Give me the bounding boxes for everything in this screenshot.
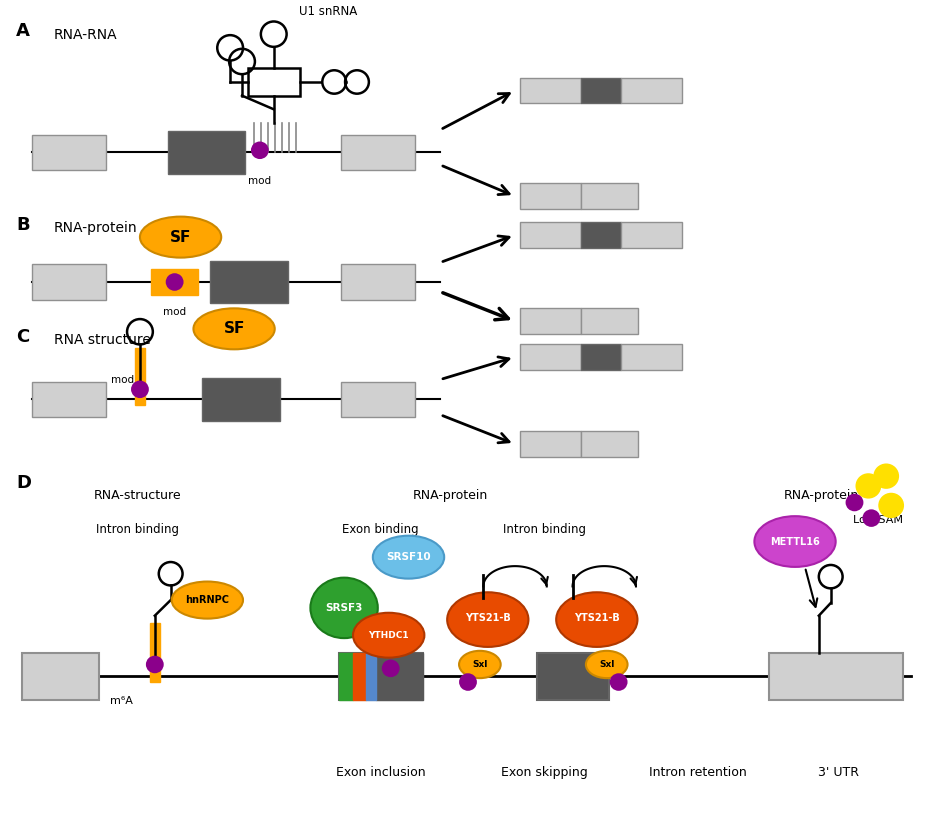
- Bar: [519, 222, 581, 248]
- Ellipse shape: [586, 651, 627, 678]
- Bar: [519, 183, 581, 209]
- Bar: [581, 183, 638, 209]
- Text: Exon skipping: Exon skipping: [500, 766, 588, 779]
- Text: SRSF3: SRSF3: [325, 603, 363, 613]
- Text: Exon binding: Exon binding: [342, 523, 419, 536]
- Text: YTS21-B: YTS21-B: [574, 613, 620, 623]
- Bar: [248, 68, 299, 95]
- Bar: [341, 134, 416, 170]
- Bar: [211, 261, 288, 303]
- Bar: [150, 623, 159, 682]
- Circle shape: [873, 464, 899, 489]
- Circle shape: [251, 142, 268, 159]
- Bar: [341, 381, 416, 416]
- Text: Intron binding: Intron binding: [502, 523, 586, 536]
- Text: SF: SF: [224, 321, 245, 337]
- Text: YTS21-B: YTS21-B: [465, 613, 511, 623]
- Text: Intron retention: Intron retention: [649, 766, 747, 779]
- Bar: [22, 653, 100, 699]
- Text: mod: mod: [111, 376, 133, 385]
- Bar: [519, 345, 581, 370]
- Bar: [581, 222, 621, 248]
- Bar: [519, 308, 581, 333]
- Ellipse shape: [194, 308, 275, 350]
- Text: SF: SF: [170, 230, 191, 244]
- Text: Low SAM: Low SAM: [854, 515, 903, 525]
- Text: 3' UTR: 3' UTR: [818, 766, 859, 779]
- Bar: [519, 431, 581, 456]
- Text: RNA structure: RNA structure: [54, 333, 151, 346]
- Circle shape: [131, 381, 149, 398]
- Text: RNA-protein: RNA-protein: [54, 221, 137, 235]
- Bar: [366, 653, 376, 699]
- Ellipse shape: [373, 535, 445, 579]
- Ellipse shape: [447, 593, 528, 647]
- Bar: [339, 653, 423, 699]
- Circle shape: [146, 656, 164, 673]
- Circle shape: [382, 659, 400, 677]
- Bar: [202, 377, 280, 421]
- Text: hnRNPC: hnRNPC: [185, 595, 229, 605]
- Text: B: B: [16, 216, 30, 234]
- Bar: [581, 78, 621, 104]
- Bar: [353, 653, 366, 699]
- Circle shape: [856, 474, 882, 499]
- Bar: [581, 345, 621, 370]
- Bar: [519, 78, 581, 104]
- Text: RNA-RNA: RNA-RNA: [54, 29, 117, 42]
- Text: A: A: [16, 23, 30, 41]
- Bar: [339, 653, 353, 699]
- Bar: [135, 348, 144, 405]
- Circle shape: [878, 493, 904, 518]
- Text: Intron binding: Intron binding: [96, 523, 180, 536]
- Circle shape: [845, 494, 863, 511]
- Bar: [168, 130, 245, 174]
- Bar: [32, 134, 106, 170]
- Circle shape: [459, 673, 477, 691]
- Text: RNA-structure: RNA-structure: [94, 489, 182, 502]
- Bar: [376, 653, 423, 699]
- Ellipse shape: [171, 582, 243, 619]
- Text: Sxl: Sxl: [599, 660, 614, 669]
- Circle shape: [862, 509, 880, 527]
- Text: mod: mod: [163, 307, 186, 317]
- Bar: [581, 431, 638, 456]
- Text: Sxl: Sxl: [473, 660, 487, 669]
- Bar: [621, 222, 682, 248]
- Bar: [581, 308, 638, 333]
- Text: RNA-protein: RNA-protein: [784, 489, 859, 502]
- Circle shape: [166, 273, 184, 291]
- Text: Exon inclusion: Exon inclusion: [336, 766, 426, 779]
- Ellipse shape: [353, 613, 424, 658]
- Text: RNA-protein: RNA-protein: [413, 489, 487, 502]
- Text: m⁶A: m⁶A: [110, 696, 132, 706]
- Bar: [32, 381, 106, 416]
- Text: D: D: [16, 474, 31, 492]
- Bar: [621, 345, 682, 370]
- Ellipse shape: [754, 516, 836, 567]
- Ellipse shape: [310, 578, 377, 638]
- Text: METTL16: METTL16: [770, 536, 820, 547]
- Text: YTHDC1: YTHDC1: [368, 631, 409, 640]
- Text: C: C: [16, 328, 29, 346]
- Bar: [151, 269, 199, 295]
- Bar: [538, 653, 609, 699]
- Bar: [32, 264, 106, 300]
- Ellipse shape: [556, 593, 637, 647]
- Bar: [621, 78, 682, 104]
- Ellipse shape: [459, 651, 500, 678]
- Text: mod: mod: [248, 176, 271, 186]
- Text: U1 snRNA: U1 snRNA: [299, 5, 357, 18]
- Bar: [341, 264, 416, 300]
- Text: SRSF10: SRSF10: [386, 552, 431, 562]
- Circle shape: [610, 673, 627, 691]
- Ellipse shape: [140, 217, 221, 258]
- Bar: [769, 653, 903, 699]
